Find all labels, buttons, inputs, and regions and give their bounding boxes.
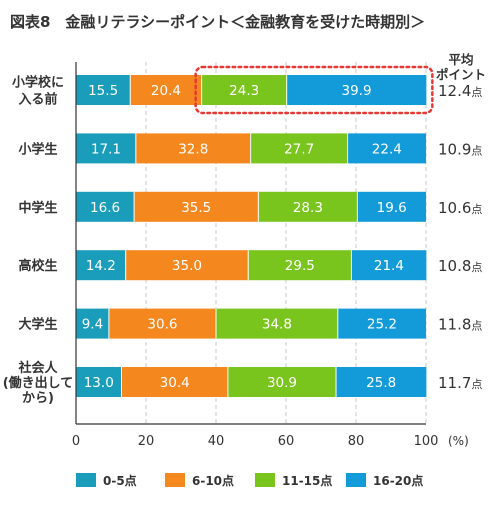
bar-segment bbox=[108, 308, 216, 339]
bar-value-label: 9.4 bbox=[82, 317, 103, 333]
bar-segment bbox=[258, 191, 358, 222]
highlight-box bbox=[194, 65, 434, 115]
average-value: 10.8点 bbox=[438, 257, 482, 275]
bar-value-label: 14.2 bbox=[86, 258, 116, 274]
category-label: 社会人 bbox=[17, 360, 58, 376]
bar-segment bbox=[337, 308, 426, 339]
bar-value-label: 39.9 bbox=[341, 83, 371, 99]
bar-value-label: 32.8 bbox=[178, 141, 208, 157]
average-value: 12.4点 bbox=[438, 82, 482, 100]
bar-value-label: 15.5 bbox=[88, 83, 118, 99]
gridlines bbox=[145, 62, 427, 424]
average-value: 11.7点 bbox=[438, 374, 482, 392]
x-tick-label: 100 bbox=[414, 434, 439, 449]
bar-segment bbox=[130, 75, 202, 105]
legend-swatch bbox=[255, 473, 275, 487]
chart-title: 図表8 金融リテラシーポイント＜金融教育を受けた時期別＞ bbox=[10, 13, 425, 31]
legend-swatch bbox=[346, 473, 366, 487]
average-value: 10.9点 bbox=[438, 140, 482, 158]
bar-segment bbox=[250, 133, 348, 164]
bar-value-label: 30.6 bbox=[147, 317, 177, 333]
bar-segment bbox=[76, 191, 135, 222]
legend-swatch bbox=[76, 473, 96, 487]
bar-value-label: 21.4 bbox=[374, 258, 404, 274]
bar-segment bbox=[336, 367, 427, 397]
category-label: から) bbox=[22, 391, 54, 406]
legend-label: 16-20点 bbox=[373, 473, 423, 488]
bar-value-label: 20.4 bbox=[151, 83, 181, 99]
bar-value-label: 25.2 bbox=[367, 317, 397, 333]
category-label: 小学校に bbox=[12, 75, 64, 91]
bar-segment bbox=[125, 250, 249, 281]
bar-segment bbox=[216, 308, 338, 339]
category-label: 大学生 bbox=[18, 317, 57, 333]
average-header-line: ポイント bbox=[436, 67, 486, 82]
x-axis: 0 20 40 60 80 100 (%) bbox=[72, 62, 469, 449]
bars: 15.5 20.4 24.3 39.9 17.1 32.8 27.7 22.4 16.6 35.5… bbox=[76, 65, 434, 397]
bar-segment bbox=[134, 191, 259, 222]
bar-segment bbox=[121, 367, 228, 397]
bar-value-label: 25.8 bbox=[366, 375, 396, 391]
average-header-line: 平均 bbox=[448, 52, 473, 67]
bar-value-label: 24.3 bbox=[229, 83, 259, 99]
bar-segment bbox=[76, 133, 136, 164]
bar-value-label: 35.0 bbox=[172, 258, 202, 274]
category-label: 中学生 bbox=[18, 200, 57, 216]
average-values: 12.4点 10.9点 10.6点 10.8点 11.8点 11.7点 bbox=[438, 82, 482, 392]
bar-value-label: 27.7 bbox=[284, 141, 314, 157]
bar-segment bbox=[201, 75, 287, 105]
x-tick-label: 60 bbox=[278, 434, 295, 449]
legend: 0-5点 6-10点 11-15点 16-20点 bbox=[76, 473, 423, 488]
x-unit-label: (%) bbox=[448, 434, 469, 448]
bar-value-label: 17.1 bbox=[91, 141, 121, 157]
bar-value-label: 30.9 bbox=[267, 375, 297, 391]
legend-label: 0-5点 bbox=[103, 473, 137, 488]
category-label: 高校生 bbox=[18, 258, 57, 274]
bar-segment bbox=[76, 250, 126, 281]
category-label: 小学生 bbox=[18, 141, 57, 157]
average-value: 11.8点 bbox=[438, 316, 482, 334]
legend-swatch bbox=[165, 473, 185, 487]
x-tick-label: 20 bbox=[138, 434, 155, 449]
legend-label: 6-10点 bbox=[192, 473, 234, 488]
bar-value-label: 34.8 bbox=[262, 317, 292, 333]
bar-segment bbox=[76, 367, 122, 397]
bar-segment bbox=[135, 133, 251, 164]
category-label: 入る前 bbox=[18, 92, 57, 108]
bar-segment bbox=[76, 308, 109, 339]
bar-value-label: 35.5 bbox=[181, 200, 211, 216]
x-tick-label: 40 bbox=[208, 434, 225, 449]
bar-value-label: 13.0 bbox=[84, 375, 114, 391]
bar-segment bbox=[227, 367, 337, 397]
bar-segment bbox=[351, 250, 427, 281]
category-label: (働き出して bbox=[3, 375, 74, 391]
bar-value-label: 16.6 bbox=[90, 200, 120, 216]
bar-value-label: 19.6 bbox=[377, 200, 407, 216]
bar-value-label: 28.3 bbox=[293, 200, 323, 216]
bar-value-label: 30.4 bbox=[160, 375, 190, 391]
bar-segment bbox=[347, 133, 426, 164]
average-value: 10.6点 bbox=[438, 199, 482, 217]
x-tick-label: 0 bbox=[72, 434, 80, 449]
legend-label: 11-15点 bbox=[282, 473, 332, 488]
bar-segment bbox=[76, 75, 131, 105]
bar-segment bbox=[286, 75, 427, 105]
bar-value-label: 22.4 bbox=[372, 141, 402, 157]
bar-value-label: 29.5 bbox=[285, 258, 315, 274]
bar-segment bbox=[357, 191, 426, 222]
x-tick-label: 80 bbox=[348, 434, 365, 449]
bar-segment bbox=[248, 250, 352, 281]
